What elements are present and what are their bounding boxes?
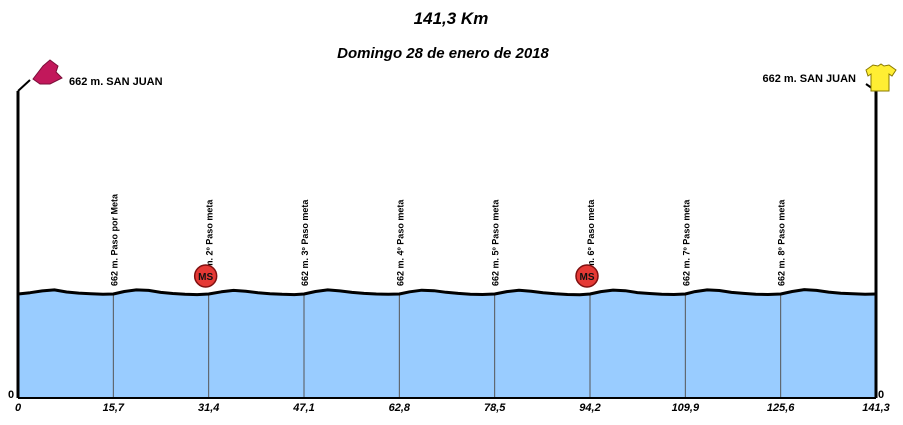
x-tick-label-4: 62,8 <box>389 402 411 414</box>
waypoint-label-4: 662 m. 4º Paso meta <box>395 199 405 286</box>
ms-badge-6 <box>575 264 599 288</box>
x-tick-label-8: 125,6 <box>767 402 795 414</box>
yellow-jersey-icon <box>865 63 897 92</box>
chart-title: 141,3 Km <box>414 9 489 28</box>
start-label: 662 m. SAN JUAN <box>69 76 163 88</box>
x-tick-label-9: 141,3 <box>862 402 890 414</box>
start-pole-top <box>17 79 31 92</box>
x-tick-label-7: 109,9 <box>672 402 700 414</box>
plot-area: 662 m. SAN JUAN 662 m. SAN JUAN 662 m. Pas… <box>8 59 897 414</box>
x-tick-label-0: 0 <box>15 402 22 414</box>
x-tick-label-2: 31,4 <box>198 402 219 414</box>
finish-label: 662 m. SAN JUAN <box>762 73 856 85</box>
waypoint-label-7: 662 m. 7º Paso meta <box>681 199 691 286</box>
x-tick-label-1: 15,7 <box>103 402 125 414</box>
y-axis-zero-right: 0 <box>878 389 884 401</box>
ms-badge-label-2: MS <box>198 272 213 283</box>
waypoint-label-5: 662 m. 5º Paso meta <box>491 199 501 286</box>
waypoint-label-3: 662 m. 3º Paso meta <box>300 199 310 286</box>
y-axis-zero-left: 0 <box>8 389 14 401</box>
waypoint-label-2: 662 m. 2º Paso meta <box>205 199 215 286</box>
profile-line <box>17 288 877 297</box>
ms-badge-label-6: MS <box>580 272 595 283</box>
profile-area <box>18 289 876 398</box>
waypoint-label-8: 662 m. 8º Paso meta <box>777 199 787 286</box>
waypoint-label-6: 662 m. 6º Paso meta <box>586 199 596 286</box>
x-tick-label-3: 47,1 <box>292 402 314 414</box>
chart-subtitle: Domingo 28 de enero de 2018 <box>337 45 549 62</box>
x-tick-label-5: 78,5 <box>484 402 506 414</box>
x-tick-label-6: 94,2 <box>579 402 600 414</box>
waypoint-label-1: 662 m. Paso por Meta <box>109 193 119 286</box>
start-flag-icon <box>32 59 63 85</box>
ms-badge-2 <box>193 264 218 288</box>
